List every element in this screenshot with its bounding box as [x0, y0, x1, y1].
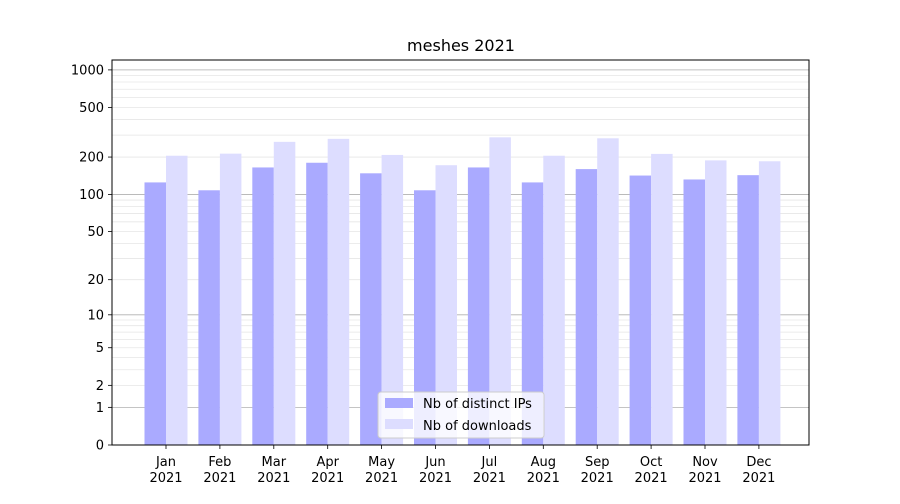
y-axis: 0 1 2 5 10 20 50 100 200 500 1000: [71, 63, 112, 454]
bar: [651, 153, 673, 445]
bar: [360, 173, 382, 445]
y-tick-label: 100: [79, 188, 104, 203]
y-tick-label: 10: [87, 308, 104, 323]
legend-swatch-downloads: [385, 419, 413, 429]
y-tick-label: 0: [96, 439, 104, 454]
legend-label-distinct-ips: Nb of distinct IPs: [423, 397, 532, 412]
x-tick-label: Aug 2021: [527, 455, 560, 486]
x-tick-label: May 2021: [365, 455, 398, 486]
bar: [252, 167, 274, 445]
x-tick-label: Nov 2021: [688, 455, 721, 486]
x-tick-label: Sep 2021: [581, 455, 614, 486]
x-tick-label: Feb 2021: [203, 455, 236, 486]
bar: [758, 161, 781, 445]
bar: [575, 169, 598, 445]
legend-label-downloads: Nb of downloads: [423, 419, 532, 434]
bar: [597, 138, 619, 445]
bar: [198, 190, 220, 445]
bar: [683, 179, 705, 446]
bar: [629, 175, 652, 445]
bar: [543, 155, 565, 445]
x-axis: Jan 2021 Feb 2021 Mar 2021 Apr 2021 May 2021 Jun 20…: [149, 445, 775, 486]
bars: [144, 137, 781, 446]
x-tick-label: Mar 2021: [257, 455, 290, 486]
legend: Nb of distinct IPs Nb of downloads: [377, 391, 545, 439]
bar: [166, 155, 188, 445]
bar: [273, 141, 296, 445]
y-tick-label: 1: [96, 401, 104, 416]
bar: [467, 167, 490, 445]
y-tick-label: 5: [96, 341, 104, 356]
bar: [737, 175, 759, 445]
legend-swatch-distinct-ips: [385, 398, 413, 408]
y-tick-label: 1000: [71, 63, 104, 78]
x-tick-label: Jan 2021: [149, 455, 182, 486]
bar: [381, 154, 404, 446]
y-tick-label: 20: [87, 273, 104, 288]
bar: [705, 160, 727, 446]
bar: [327, 138, 350, 446]
x-tick-label: Apr 2021: [311, 455, 344, 486]
y-tick-label: 2: [96, 379, 104, 394]
bar: [144, 182, 166, 445]
bar: [306, 162, 328, 446]
bar: [489, 137, 511, 446]
bar: [521, 182, 544, 445]
y-tick-label: 200: [79, 151, 104, 166]
legend-box: [377, 391, 545, 439]
bar: [435, 165, 457, 445]
x-tick-label: Dec 2021: [742, 455, 775, 486]
x-tick-label: Jun 2021: [419, 455, 452, 486]
bar: [414, 190, 436, 445]
y-tick-label: 500: [79, 101, 104, 116]
bar: [219, 153, 242, 446]
chart-title: meshes 2021: [407, 36, 515, 55]
plot-frame: [111, 59, 810, 446]
y-tick-label: 50: [87, 225, 104, 240]
x-tick-label: Oct 2021: [635, 455, 668, 486]
x-tick-label: Jul 2021: [473, 455, 506, 486]
